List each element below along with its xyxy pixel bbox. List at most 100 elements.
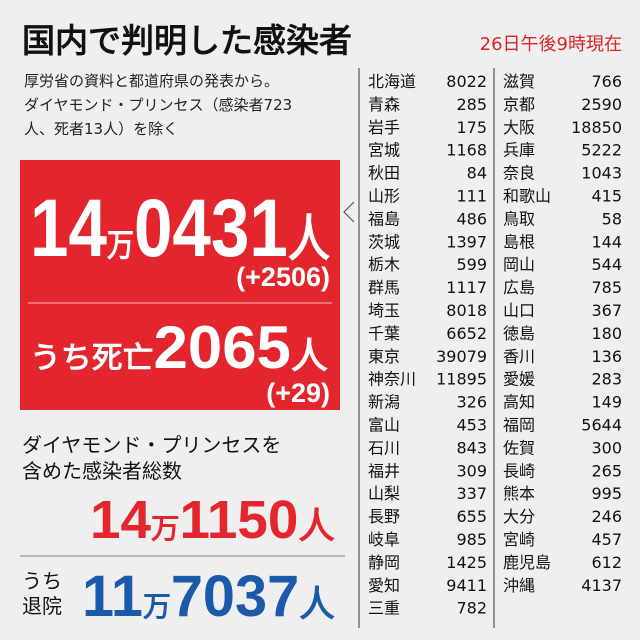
prefecture: 静岡	[368, 553, 400, 572]
count: 486	[456, 209, 487, 228]
count: 265	[591, 461, 622, 480]
count: 612	[591, 553, 622, 572]
prefecture: 石川	[368, 438, 400, 457]
count: 9411	[446, 576, 487, 595]
prefecture: 山口	[503, 301, 535, 320]
prefecture: 栃木	[368, 255, 400, 274]
change: (+2506)	[236, 262, 330, 292]
prefecture: 福岡	[503, 416, 535, 435]
number-part: 人	[288, 211, 330, 267]
change: (+29)	[266, 378, 330, 408]
count: 326	[456, 393, 487, 412]
number-part: 0431	[134, 183, 288, 274]
count: 457	[591, 530, 622, 549]
count: 5222	[581, 141, 622, 160]
count: 415	[591, 187, 622, 206]
prefecture: 鳥取	[503, 209, 535, 228]
count: 285	[456, 95, 487, 114]
prefecture: 和歌山	[503, 187, 551, 206]
prefecture: 奈良	[503, 164, 535, 183]
count: 4137	[581, 576, 622, 595]
prefecture: 福井	[368, 461, 400, 480]
number-part: 人	[298, 505, 335, 546]
count: 246	[591, 507, 622, 526]
count: 149	[591, 393, 622, 412]
prefecture: 秋田	[368, 164, 400, 183]
count: 2590	[581, 95, 622, 114]
count: 337	[456, 484, 487, 503]
prefecture: 長崎	[503, 461, 535, 480]
count: 283	[591, 370, 622, 389]
prefecture: 富山	[368, 416, 400, 435]
prefecture: 京都	[503, 95, 535, 114]
prefecture: 岐阜	[368, 530, 400, 549]
count: 766	[591, 72, 622, 91]
big-number: うち死亡2065 人	[30, 314, 328, 381]
count: 453	[456, 416, 487, 435]
number-part: 11	[82, 564, 143, 629]
prefecture: 徳島	[503, 324, 535, 343]
prefecture: 宮崎	[503, 530, 535, 549]
count: 175	[456, 118, 487, 137]
number-part: 1150	[179, 490, 298, 550]
pointer	[343, 201, 355, 223]
count: 843	[456, 438, 487, 457]
prefecture: 愛知	[368, 576, 400, 595]
prefecture: 高知	[503, 393, 535, 412]
count: 136	[591, 347, 622, 366]
prefecture: 福島	[368, 209, 400, 228]
as-of: 26日午後9時現在	[480, 34, 622, 55]
prefecture: 埼玉	[368, 301, 400, 320]
prefecture: 滋賀	[503, 72, 535, 91]
count: 84	[467, 164, 487, 183]
count: 544	[591, 255, 622, 274]
prefecture: 兵庫	[503, 141, 535, 160]
number-part: 人	[299, 583, 335, 624]
number-part: 万	[151, 513, 179, 544]
prefecture: 青森	[368, 95, 400, 114]
prefecture: 広島	[503, 278, 535, 297]
prefecture: 岡山	[503, 255, 535, 274]
prefecture: 北海道	[368, 72, 416, 91]
prefecture: 群馬	[368, 278, 400, 297]
label: うち	[22, 569, 62, 593]
count: 300	[591, 438, 622, 457]
count: 599	[456, 255, 487, 274]
big-number: 14万0431人	[30, 183, 330, 274]
prefecture: 茨城	[368, 232, 400, 251]
count: 985	[456, 530, 487, 549]
number-part: 7037	[171, 564, 299, 629]
prefecture: 神奈川	[368, 370, 416, 389]
note-line: ダイヤモンド・プリンセス（感染者723	[24, 96, 292, 114]
prefecture: 大分	[503, 507, 535, 526]
label: 退院	[22, 594, 62, 618]
prefecture: 東京	[368, 347, 400, 366]
prefecture: 沖縄	[503, 576, 535, 595]
count: 782	[456, 599, 487, 618]
prefecture: 三重	[368, 599, 400, 618]
red-panel	[20, 160, 340, 410]
prefecture: 鹿児島	[503, 553, 551, 572]
count: 6652	[446, 324, 487, 343]
number-part: 14	[90, 490, 151, 550]
count: 1117	[446, 278, 487, 297]
count: 785	[591, 278, 622, 297]
number-part: うち死亡	[30, 342, 154, 375]
count: 1397	[446, 232, 487, 251]
count: 58	[602, 209, 622, 228]
number-part: 14	[30, 183, 107, 274]
count: 309	[456, 461, 487, 480]
prefecture: 岩手	[368, 118, 400, 137]
count: 39079	[436, 347, 487, 366]
count: 367	[591, 301, 622, 320]
label: 含めた感染者総数	[22, 459, 182, 483]
prefecture: 島根	[503, 232, 535, 251]
count: 8018	[446, 301, 487, 320]
prefecture: 宮城	[368, 141, 400, 160]
big-number: 14万1150人	[90, 490, 335, 550]
count: 18850	[571, 118, 622, 137]
number-part: 2065	[154, 314, 291, 381]
count: 1043	[581, 164, 622, 183]
